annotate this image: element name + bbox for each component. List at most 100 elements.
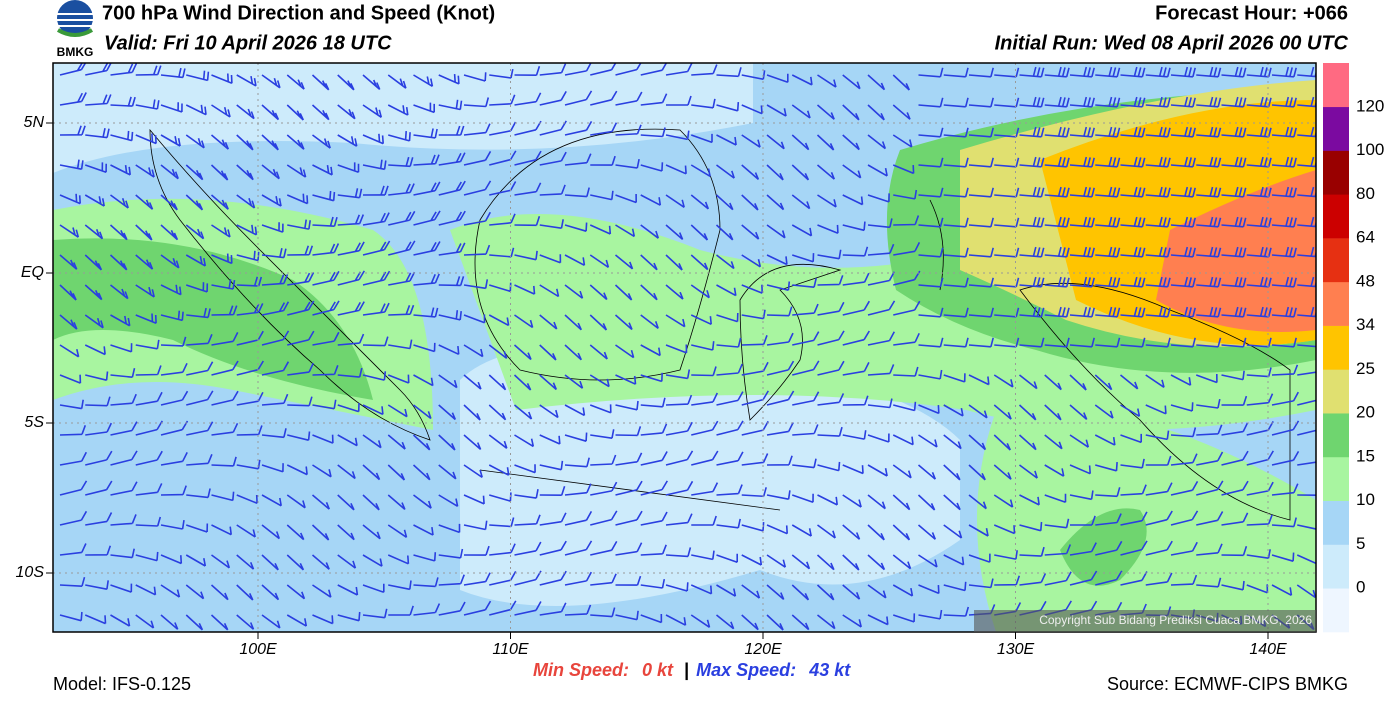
wind-barb bbox=[691, 64, 718, 76]
wind-barb bbox=[817, 330, 845, 346]
wind-barb bbox=[135, 365, 162, 376]
wind-barb bbox=[1069, 515, 1096, 526]
wind-barb bbox=[261, 248, 287, 259]
wind-barb bbox=[867, 554, 886, 571]
wind-barb bbox=[261, 301, 290, 316]
wind-barb bbox=[1018, 434, 1037, 451]
wind-barb bbox=[514, 216, 541, 227]
wind-barb bbox=[918, 434, 938, 448]
wind-barb bbox=[994, 157, 1020, 168]
wind-barb bbox=[1019, 306, 1045, 318]
wind-barb bbox=[716, 451, 744, 466]
wind-barb bbox=[917, 524, 937, 540]
wind-barb bbox=[1297, 186, 1316, 198]
wind-barb bbox=[211, 253, 233, 265]
wind-barb bbox=[236, 554, 255, 570]
wind-barb bbox=[463, 344, 484, 358]
wind-barb bbox=[1196, 451, 1224, 466]
wind-barb bbox=[1196, 276, 1222, 288]
wind-barb bbox=[741, 614, 759, 631]
wind-barb bbox=[993, 434, 1012, 451]
wind-barb bbox=[362, 336, 389, 347]
wind-barb bbox=[210, 134, 230, 150]
wind-barb bbox=[1145, 374, 1165, 388]
wind-barb bbox=[1069, 570, 1098, 586]
wind-barb bbox=[867, 218, 893, 229]
wind-barb bbox=[615, 452, 643, 466]
wind-barb bbox=[1170, 96, 1196, 108]
wind-barb bbox=[665, 314, 686, 328]
wind-barb bbox=[665, 284, 684, 300]
wind-barb bbox=[1069, 186, 1095, 198]
wind-barb bbox=[614, 314, 633, 331]
wind-barb bbox=[766, 281, 791, 291]
wind-barb bbox=[312, 216, 338, 227]
wind-barb bbox=[1271, 364, 1299, 376]
wind-barb bbox=[842, 221, 866, 232]
wind-barb bbox=[1120, 484, 1147, 496]
wind-barb bbox=[1271, 66, 1297, 78]
wind-barb bbox=[59, 425, 87, 436]
wind-barb bbox=[1297, 276, 1316, 288]
wind-barb bbox=[791, 224, 813, 237]
wind-barb bbox=[665, 224, 684, 241]
wind-barb bbox=[135, 450, 163, 466]
wind-barb bbox=[918, 247, 944, 258]
colorbar-band bbox=[1323, 238, 1349, 283]
wind-barb bbox=[867, 584, 887, 599]
colorbar: 0 5 10 15 20 25 34 48 64 80 100 120 bbox=[1323, 63, 1384, 633]
wind-barb bbox=[1044, 464, 1065, 477]
wind-barb bbox=[185, 194, 204, 211]
wind-barb bbox=[943, 373, 966, 383]
wind-barb bbox=[286, 104, 305, 121]
wind-barb bbox=[918, 554, 938, 568]
wind-barb bbox=[413, 74, 434, 87]
wind-barb bbox=[791, 614, 810, 631]
wind-barb bbox=[286, 524, 305, 541]
wind-barb bbox=[388, 339, 413, 350]
wind-barb bbox=[1120, 66, 1146, 78]
wind-barb bbox=[186, 361, 214, 376]
wind-barb bbox=[337, 367, 363, 378]
wind-barb bbox=[1246, 216, 1272, 228]
wind-barb bbox=[539, 485, 566, 496]
wind-barb bbox=[1246, 337, 1272, 348]
wind-barb bbox=[412, 464, 431, 481]
wind-barb bbox=[867, 524, 885, 541]
wind-barb bbox=[85, 371, 109, 381]
wind-barb bbox=[539, 120, 567, 136]
wind-barb bbox=[590, 481, 618, 496]
wind-barb bbox=[1069, 490, 1094, 501]
wind-barb bbox=[1297, 246, 1316, 258]
wind-barb bbox=[337, 584, 359, 596]
wind-barb bbox=[791, 493, 814, 503]
wind-barb bbox=[514, 434, 535, 448]
lon-label: 100E bbox=[239, 641, 277, 658]
wind-barb bbox=[1145, 540, 1173, 556]
wind-barb bbox=[943, 127, 969, 138]
wind-barb bbox=[539, 284, 560, 298]
wind-barb bbox=[463, 314, 486, 324]
wind-barb bbox=[766, 104, 787, 117]
wind-barb bbox=[312, 190, 336, 202]
wind-barb bbox=[994, 550, 1018, 560]
wind-barb bbox=[968, 553, 991, 563]
wind-barb bbox=[842, 395, 869, 406]
wind-barb bbox=[691, 515, 717, 526]
wind-barb bbox=[1221, 422, 1249, 436]
wind-barb bbox=[463, 520, 488, 531]
wind-barb bbox=[1246, 481, 1274, 496]
colorbar-band bbox=[1323, 281, 1349, 326]
colorbar-band bbox=[1323, 325, 1349, 370]
wind-barb bbox=[615, 542, 643, 556]
wind-barb bbox=[1095, 487, 1121, 498]
wind-barb bbox=[362, 302, 390, 316]
wind-barb bbox=[1196, 306, 1222, 318]
wind-barb bbox=[817, 494, 838, 506]
colorbar-label: 25 bbox=[1356, 359, 1375, 378]
wind-barb bbox=[892, 464, 912, 479]
wind-barb bbox=[716, 553, 738, 564]
wind-barb bbox=[1018, 404, 1037, 421]
wind-barb bbox=[160, 310, 184, 322]
wind-barb bbox=[1044, 434, 1063, 450]
